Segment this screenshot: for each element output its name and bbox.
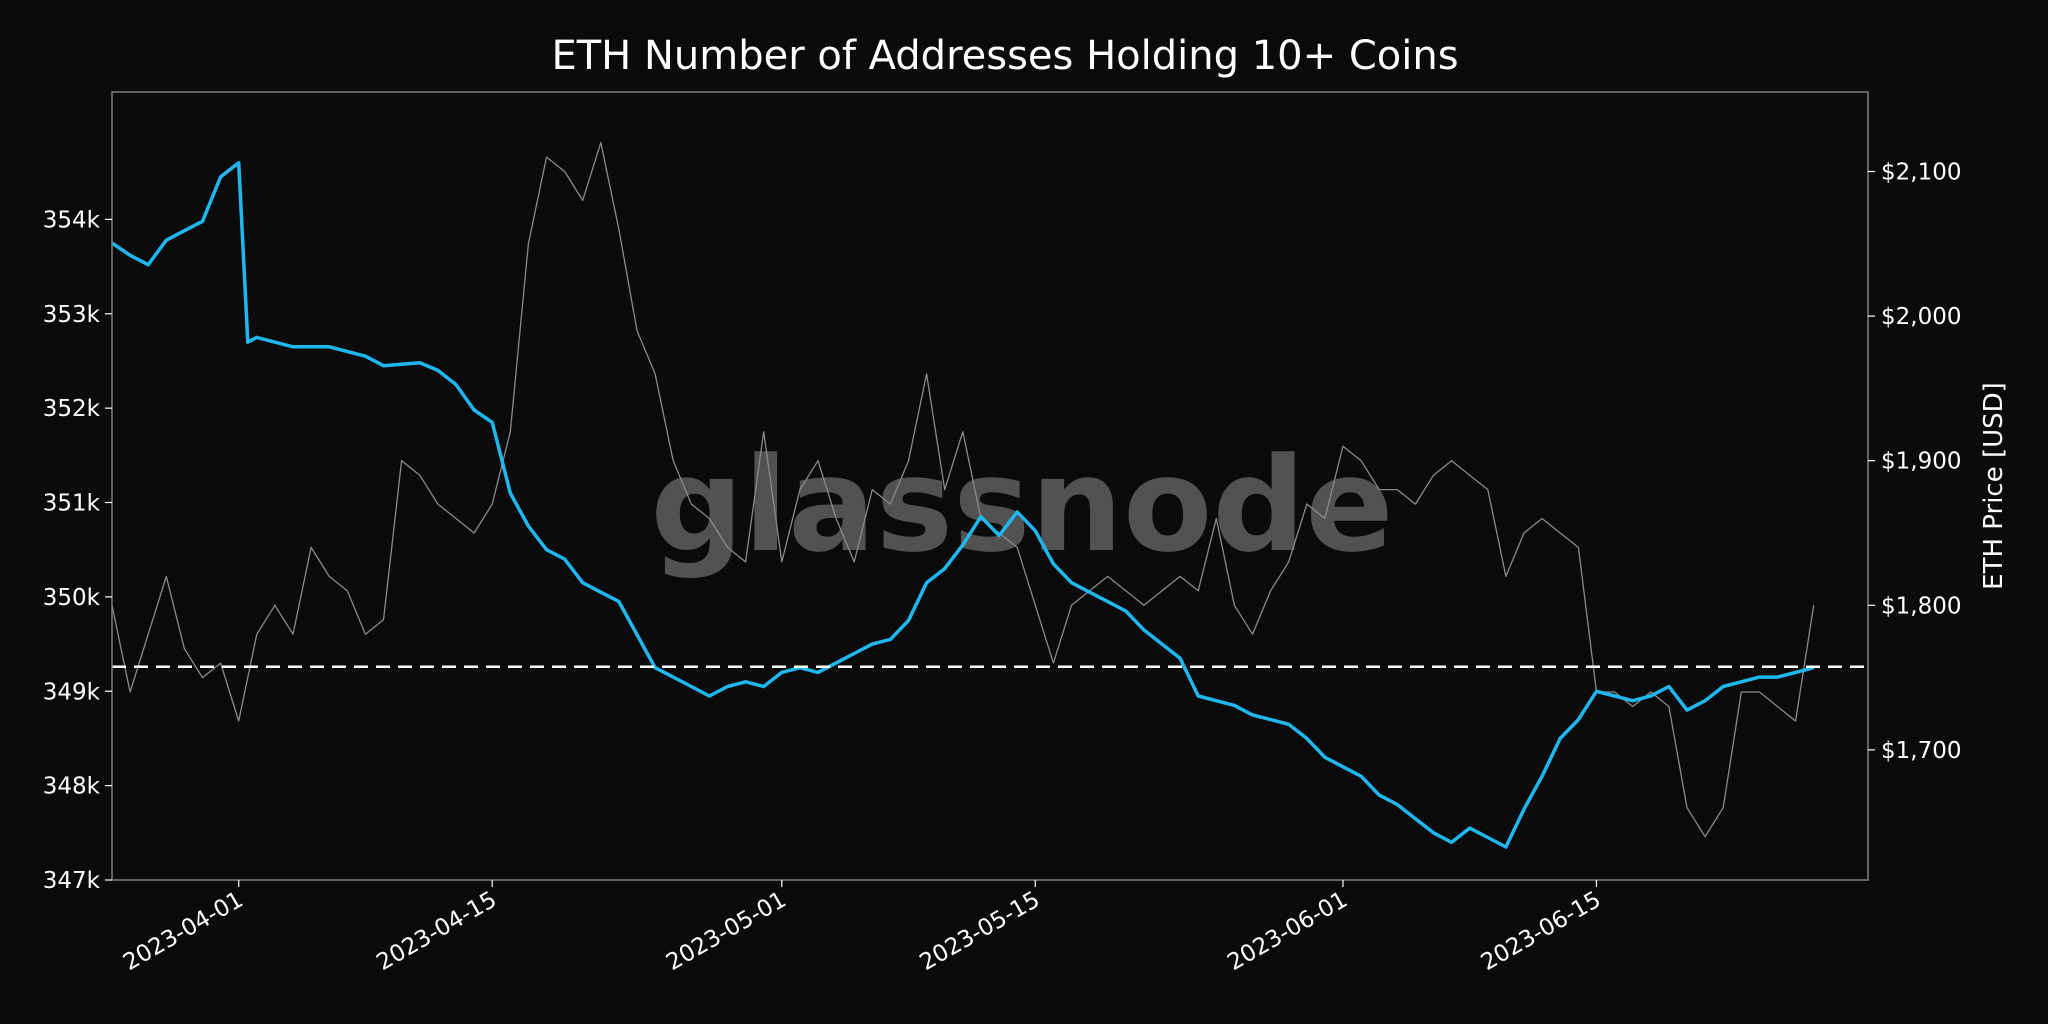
watermark: glassnode xyxy=(650,429,1393,581)
right-tick-label: $1,700 xyxy=(1881,738,1961,764)
left-axis: 347k 348k 349k 350k 351k 352k 353k 354k xyxy=(43,207,112,894)
right-tick-label: $2,100 xyxy=(1881,160,1961,186)
right-tick-label: $1,900 xyxy=(1881,449,1961,475)
left-tick-label: 347k xyxy=(43,868,101,894)
left-tick-label: 353k xyxy=(43,302,101,328)
right-axis: $1,700 $1,800 $1,900 $2,000 $2,100 xyxy=(1868,160,1961,764)
plot-frame xyxy=(111,91,1869,881)
left-tick-label: 348k xyxy=(43,774,101,800)
left-tick-label: 352k xyxy=(43,396,101,422)
left-tick-label: 354k xyxy=(43,207,101,233)
left-tick-label: 349k xyxy=(43,679,101,705)
left-tick-label: 351k xyxy=(43,491,101,517)
chart-title: ETH Number of Addresses Holding 10+ Coin… xyxy=(551,33,1458,79)
plot-area xyxy=(111,141,1868,849)
eth-price-line xyxy=(111,141,1815,838)
left-tick-label: 350k xyxy=(43,585,101,611)
right-tick-label: $1,800 xyxy=(1881,593,1961,619)
right-tick-label: $2,000 xyxy=(1881,304,1961,330)
y-axis-label-right: ETH Price [USD] xyxy=(1979,382,2009,590)
addresses-line xyxy=(111,161,1815,849)
